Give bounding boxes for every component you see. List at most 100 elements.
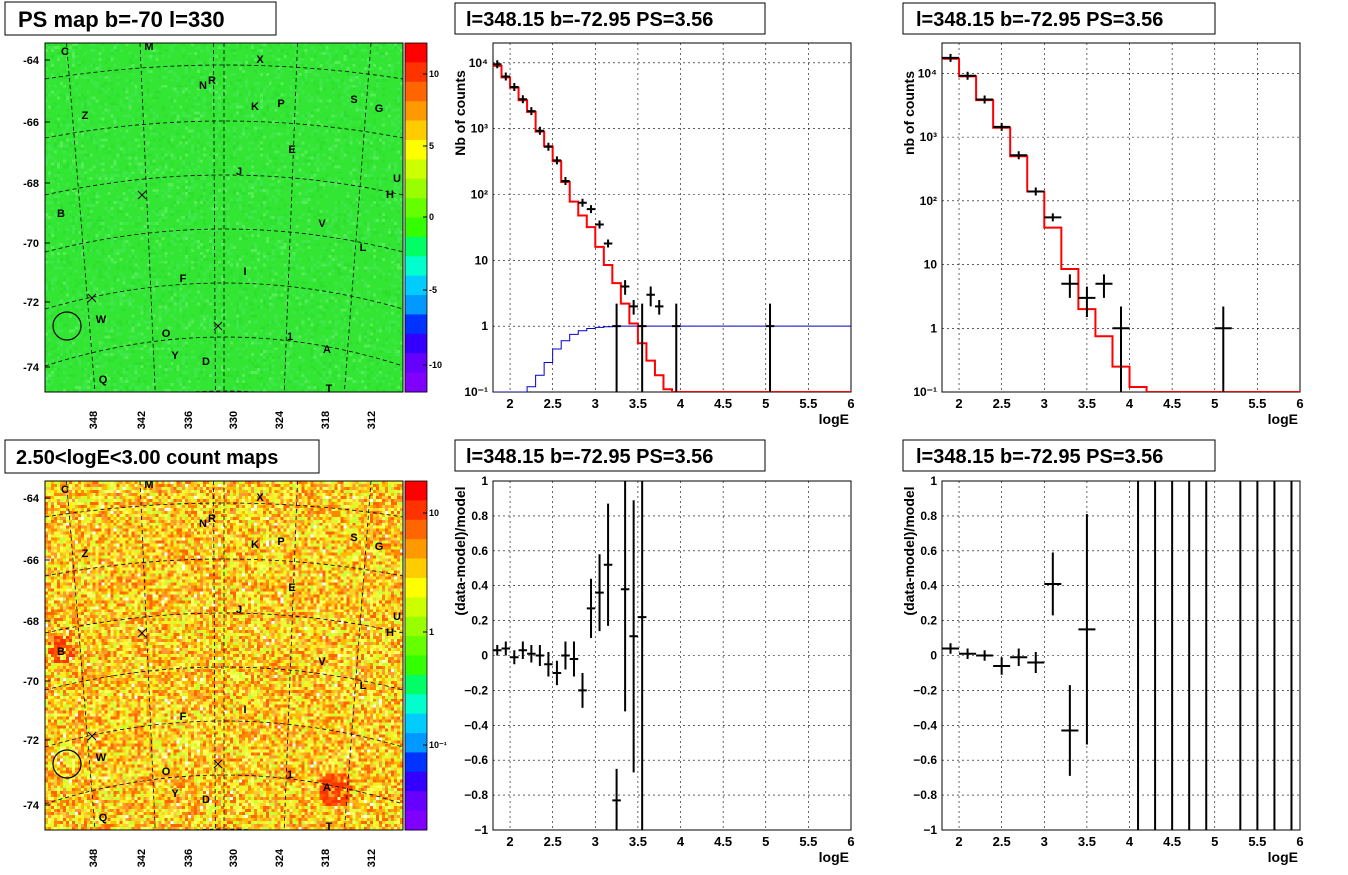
colorbar-segment — [405, 178, 427, 199]
map-x-tick-label: 342 — [136, 849, 148, 867]
source-label-D: D — [202, 794, 210, 806]
plot-frame — [492, 480, 852, 831]
map-x-tick-label: 330 — [228, 411, 240, 429]
x-tick-label: 3 — [592, 396, 599, 411]
y-tick-label: −0.2 — [464, 683, 488, 697]
source-label-U: U — [393, 611, 401, 623]
title-res-mid: l=348.15 b=-72.95 PS=3.56 — [466, 446, 713, 468]
x-tick-label: 4 — [677, 396, 685, 411]
x-tick-label: 4 — [1126, 834, 1134, 849]
x-tick-label: 5.5 — [1248, 396, 1266, 411]
x-tick-label: 3 — [592, 834, 599, 849]
residual-point — [595, 554, 604, 632]
map-y-tick-label: -74 — [23, 800, 40, 812]
colorbar-segment — [405, 558, 427, 579]
y-tick-label: −0.8 — [913, 788, 937, 802]
residual-point — [501, 641, 511, 656]
source-label-J: J — [236, 166, 242, 178]
map-y-tick-label: -64 — [23, 493, 40, 505]
colorbar-segment — [405, 120, 427, 141]
source-label-X: X — [256, 492, 264, 504]
data-point — [672, 303, 681, 392]
colorbar-tick-label: -5 — [429, 285, 437, 295]
residual-point — [1078, 514, 1096, 745]
data-point — [552, 156, 562, 165]
colorbar-tick-label: 10⁻¹ — [429, 740, 447, 750]
x-tick-label: 4 — [677, 834, 685, 849]
residual-plot-right: 2 2.5 3 3.5 4 4.5 5 5.5 6 −1 −0.8 −0.6 −0.4 −0.2 0 0.2 0… — [901, 474, 1304, 865]
map-x-tick-label: 336 — [183, 411, 195, 429]
x-axis-label: logE — [1268, 849, 1298, 865]
x-axis-label: logE — [819, 411, 849, 427]
residual-point — [976, 650, 994, 661]
residual-point — [552, 660, 562, 686]
y-tick-label: 10⁴ — [469, 56, 488, 70]
source-label-I: I — [243, 704, 246, 716]
residual-point — [510, 650, 519, 665]
source-label-N: N — [199, 518, 207, 530]
residual-point — [569, 641, 579, 677]
y-tick-label: −0.4 — [913, 718, 937, 732]
data-point — [595, 220, 604, 229]
y-tick-label: 10³ — [471, 122, 488, 136]
y-axis-label: nb of counts — [901, 71, 917, 155]
source-label-V: V — [318, 218, 326, 230]
data-point — [501, 72, 511, 81]
source-label-E: E — [288, 582, 295, 594]
source-label-W: W — [96, 314, 107, 326]
y-tick-label: −0.8 — [464, 788, 488, 802]
source-label-L: L — [360, 242, 367, 254]
map-y-tick-label: -74 — [23, 362, 40, 374]
data-point — [1078, 286, 1096, 318]
x-tick-label: 4.5 — [1163, 396, 1181, 411]
colorbar-tick-label: 5 — [429, 141, 434, 151]
y-axis-label: (data-model)/model — [901, 486, 917, 615]
source-label-1: 1 — [287, 769, 293, 781]
y-axis-label: Nb of counts — [452, 70, 468, 156]
residual-point — [527, 645, 536, 663]
residual-point — [561, 641, 570, 670]
x-tick-label: 5 — [1211, 396, 1218, 411]
y-tick-label: −0.2 — [913, 683, 937, 697]
x-tick-label: 4.5 — [714, 396, 732, 411]
plot-frame — [492, 42, 852, 393]
longitude-line — [283, 43, 298, 392]
title-map-top: PS map b=-70 l=330 — [18, 7, 225, 32]
title-spec-mid: l=348.15 b=-72.95 PS=3.56 — [466, 9, 713, 31]
colorbar-tick-label: 10 — [429, 69, 439, 79]
colorbar-segment — [405, 101, 427, 122]
data-point — [518, 95, 528, 104]
x-tick-label: 2.5 — [993, 834, 1011, 849]
longitude-line — [344, 43, 372, 392]
y-tick-label: 10⁻¹ — [913, 385, 937, 399]
latitude-line — [45, 120, 403, 139]
y-tick-label: 10⁴ — [918, 66, 937, 80]
x-tick-label: 3.5 — [1078, 834, 1096, 849]
data-point — [603, 239, 613, 248]
residual-point — [1010, 648, 1028, 666]
source-label-B: B — [57, 208, 65, 220]
y-tick-label: 0.2 — [471, 614, 488, 628]
source-label-A: A — [323, 344, 331, 356]
map-frame — [44, 480, 404, 831]
data-point — [976, 95, 994, 104]
map-y-tick-label: -70 — [23, 676, 39, 688]
latitude-line — [45, 502, 403, 518]
source-label-S: S — [350, 94, 357, 106]
colorbar-segment — [405, 539, 427, 560]
map-y-tick-label: -72 — [23, 297, 39, 309]
title-box-map-bottom: 2.50<logE<3.00 count maps — [4, 439, 320, 474]
longitude-line — [283, 481, 298, 830]
data-point — [1044, 213, 1062, 222]
source-label-1: 1 — [287, 331, 293, 343]
map-y-tick-label: -66 — [23, 117, 39, 129]
colorbar-segment — [405, 275, 427, 296]
y-tick-label: 10² — [920, 194, 937, 208]
residual-point — [535, 645, 545, 666]
title-spec-right: l=348.15 b=-72.95 PS=3.56 — [916, 9, 1163, 31]
y-tick-label: 10 — [924, 258, 938, 272]
y-tick-label: 0.8 — [920, 509, 937, 523]
colorbar-tick-label: 0 — [429, 212, 434, 222]
plot-area — [942, 481, 1293, 830]
colorbar-segment — [405, 791, 427, 812]
